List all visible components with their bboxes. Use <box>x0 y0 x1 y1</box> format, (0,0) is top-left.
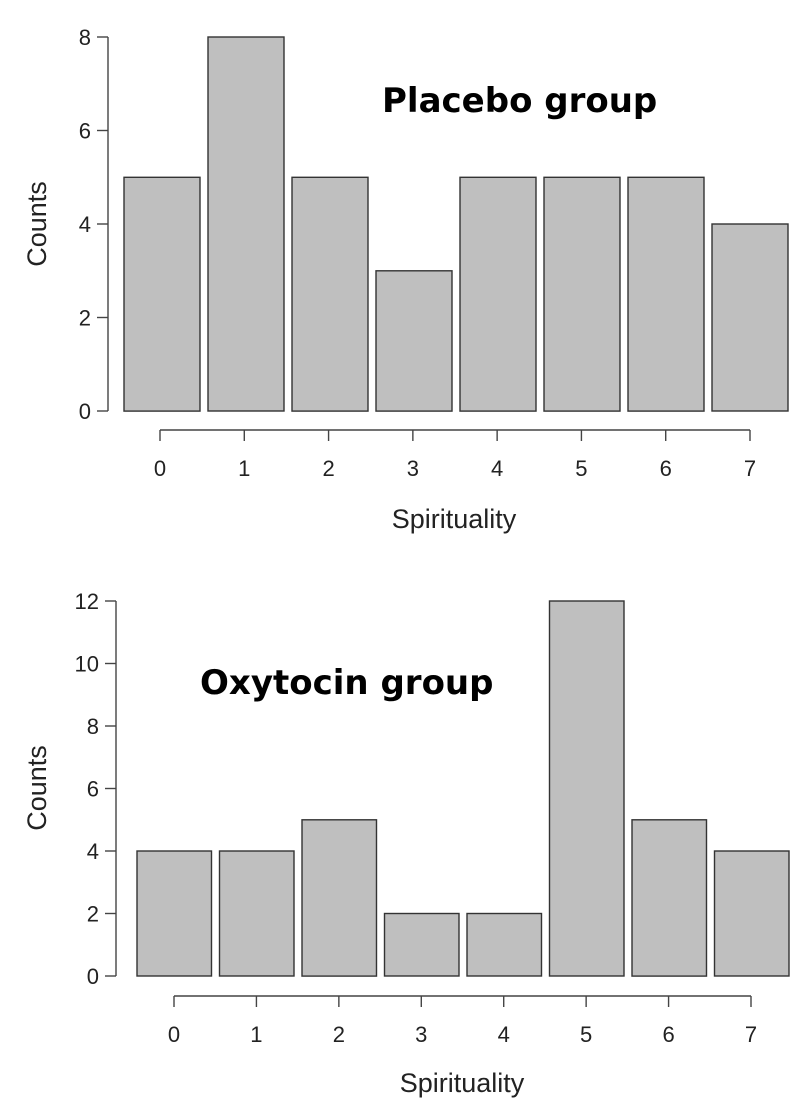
x-axis-label: Spirituality <box>392 504 517 534</box>
y-tick-label: 2 <box>79 306 91 331</box>
bar-3 <box>375 270 453 412</box>
y-tick-label: 6 <box>79 119 91 144</box>
x-axis-label: Spirituality <box>400 1068 525 1098</box>
y-tick-label: 4 <box>87 839 99 864</box>
x-tick-label: 0 <box>168 1022 180 1047</box>
x-tick-label: 6 <box>662 1022 674 1047</box>
y-tick-label: 8 <box>79 25 91 50</box>
bar-4 <box>466 912 543 977</box>
x-tick-label: 1 <box>238 456 250 481</box>
x-tick-label: 1 <box>250 1022 262 1047</box>
y-tick-label: 12 <box>75 589 99 614</box>
y-axis-label: Counts <box>22 745 52 831</box>
y-tick-label: 2 <box>87 902 99 927</box>
x-tick-label: 3 <box>415 1022 427 1047</box>
chart-title: Oxytocin group <box>200 663 493 703</box>
bar-7 <box>711 223 789 412</box>
x-tick-label: 5 <box>575 456 587 481</box>
y-tick-label: 0 <box>87 964 99 989</box>
x-tick-label: 6 <box>660 456 672 481</box>
y-tick-label: 8 <box>87 714 99 739</box>
x-tick-label: 4 <box>491 456 503 481</box>
bar-6 <box>627 176 705 412</box>
bar-4 <box>459 176 537 412</box>
bar-0 <box>136 850 213 977</box>
x-tick-label: 0 <box>154 456 166 481</box>
y-axis-label: Counts <box>22 181 52 267</box>
bar-1 <box>218 850 295 977</box>
bar-5 <box>548 600 625 977</box>
x-tick-label: 4 <box>498 1022 510 1047</box>
y-tick-label: 4 <box>79 212 91 237</box>
x-tick-label: 3 <box>407 456 419 481</box>
x-tick-label: 7 <box>745 1022 757 1047</box>
oxytocin-chart-panel: Oxytocin group Counts Spirituality 0 2 4 6 8… <box>22 589 790 1098</box>
x-tick-label: 2 <box>333 1022 345 1047</box>
placebo-chart-panel: Placebo group Counts Spirituality 0 2 4 6 8 0… <box>22 25 789 534</box>
y-tick-label: 0 <box>79 399 91 424</box>
y-tick-label: 6 <box>87 777 99 802</box>
bar-1 <box>207 36 285 412</box>
bar-7 <box>713 850 790 977</box>
bar-2 <box>291 176 369 412</box>
bar-2 <box>301 819 378 977</box>
x-tick-label: 7 <box>744 456 756 481</box>
bar-6 <box>631 819 708 977</box>
x-tick-label: 2 <box>322 456 334 481</box>
bar-0 <box>123 176 201 412</box>
x-tick-label: 5 <box>580 1022 592 1047</box>
chart-title: Placebo group <box>382 81 657 121</box>
bar-3 <box>383 912 460 977</box>
y-tick-label: 10 <box>75 652 99 677</box>
bar-5 <box>543 176 621 412</box>
